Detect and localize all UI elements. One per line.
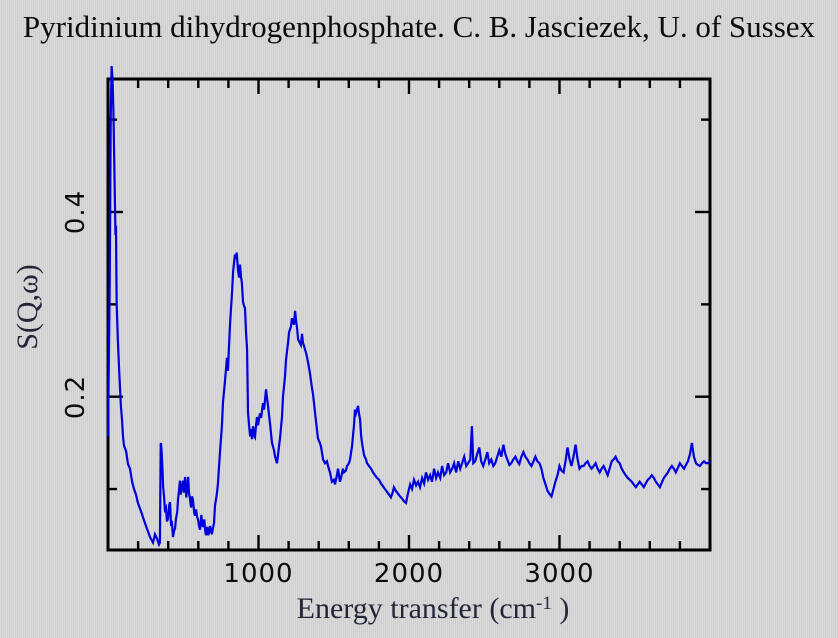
y-axis-label: S(Q,ω): [11, 264, 44, 350]
spectrum-line: [106, 66, 711, 548]
x-axis-label-main: Energy transfer (cm: [296, 592, 537, 625]
axis-ticks: [109, 80, 709, 549]
x-tick-label-3000: 3000: [524, 559, 595, 589]
plot-frame: [106, 77, 712, 552]
x-axis-label-close: ): [551, 592, 570, 625]
x-tick-label-2000: 2000: [373, 559, 445, 589]
y-tick-label-0.2: 0.2: [61, 374, 91, 419]
y-tick-label-0.4: 0.4: [61, 189, 91, 235]
x-axis-label: Energy transfer (cm-1 ): [297, 592, 570, 626]
x-tick-label-1000: 1000: [223, 559, 294, 589]
plot-title: Pyridinium dihydrogenphosphate. C. B. Ja…: [22, 9, 816, 44]
x-axis-label-superscript: -1: [536, 593, 552, 614]
